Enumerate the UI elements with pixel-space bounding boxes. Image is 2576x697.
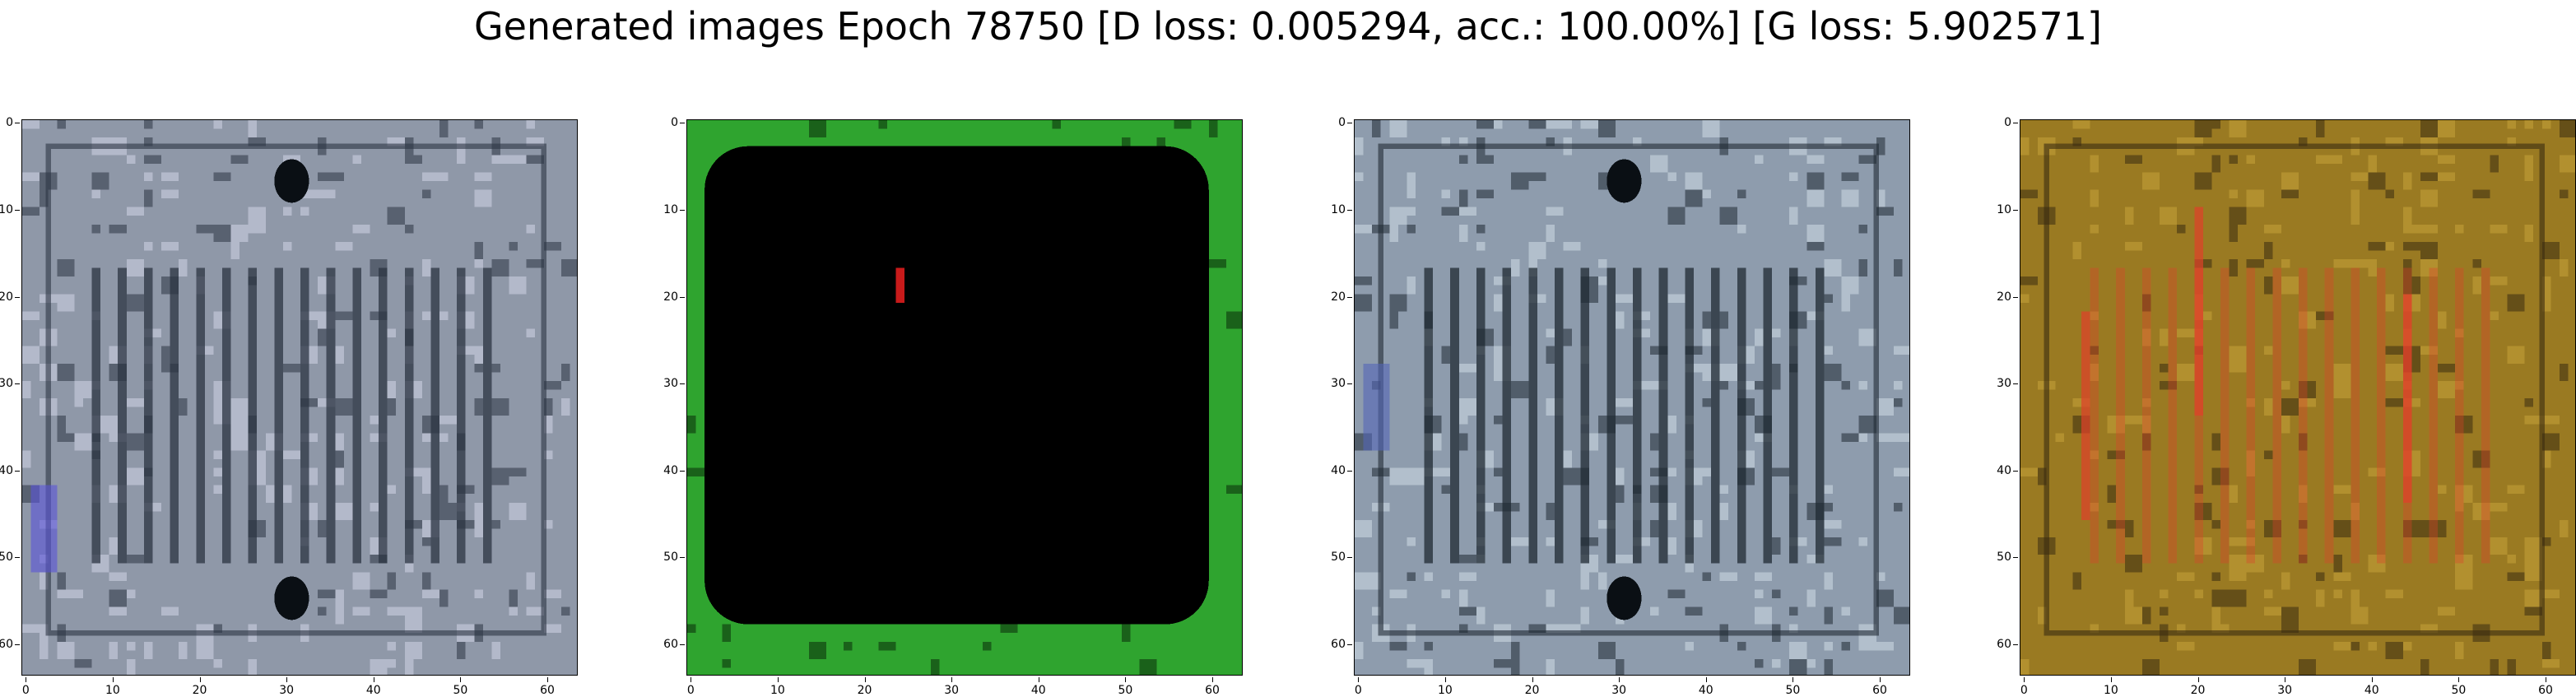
x-tick-label: 10	[2099, 677, 2123, 697]
panel-4: 0 10 20 30 40 50 60 0 10 20 30 40 50 60	[1997, 116, 2576, 697]
x-tick-label: 0	[13, 677, 38, 697]
x-tick-label: 40	[2360, 677, 2384, 697]
x-tick-label: 20	[853, 677, 877, 697]
x-tick-label: 0	[1346, 677, 1370, 697]
x-tick-label: 30	[274, 677, 299, 697]
generated-image-1	[21, 119, 578, 676]
y-tick-label: 50	[1321, 551, 1352, 564]
y-tick-label: 50	[1987, 551, 2018, 564]
x-tick-label: 30	[1607, 677, 1631, 697]
y-tick-label: 60	[1987, 638, 2018, 651]
x-tick-label: 50	[1780, 677, 1805, 697]
y-tick-label: 10	[0, 203, 20, 216]
x-tick-label: 0	[678, 677, 703, 697]
x-tick-label: 20	[1520, 677, 1545, 697]
y-tick-label: 30	[653, 377, 685, 390]
x-tick-label: 20	[188, 677, 212, 697]
y-tick-label: 50	[653, 551, 685, 564]
y-tick-label: 60	[653, 638, 685, 651]
panel-3: 0 10 20 30 40 50 60 0 10 20 30 40 50 60	[1331, 116, 1910, 697]
x-tick-label: 50	[1113, 677, 1137, 697]
x-tick-label: 60	[535, 677, 560, 697]
x-tick-label: 50	[2446, 677, 2471, 697]
x-tick-label: 40	[361, 677, 386, 697]
y-tick-label: 10	[1321, 203, 1352, 216]
x-tick-label: 40	[1694, 677, 1718, 697]
y-tick-label: 40	[1321, 464, 1352, 477]
y-tick-label: 0	[653, 116, 685, 129]
y-tick-label: 0	[1987, 116, 2018, 129]
x-tick-label: 30	[2272, 677, 2297, 697]
x-tick-label: 10	[765, 677, 790, 697]
generated-image-2	[686, 119, 1243, 676]
y-tick-label: 50	[0, 551, 20, 564]
y-tick-label: 20	[1987, 290, 2018, 304]
x-tick-label: 50	[448, 677, 472, 697]
x-tick-label: 40	[1026, 677, 1051, 697]
x-tick-label: 10	[100, 677, 125, 697]
y-tick-label: 40	[1987, 464, 2018, 477]
generated-image-4	[2020, 119, 2576, 676]
x-tick-label: 0	[2011, 677, 2036, 697]
y-tick-label: 30	[1321, 377, 1352, 390]
y-tick-label: 30	[1987, 377, 2018, 390]
panel-1: 0 10 20 30 40 50 60 0 10 20 30 40 50 60	[0, 116, 578, 697]
x-tick-label: 20	[2186, 677, 2211, 697]
y-tick-label: 60	[0, 638, 20, 651]
y-tick-label: 20	[1321, 290, 1352, 304]
x-tick-label: 60	[2533, 677, 2558, 697]
y-tick-label: 0	[0, 116, 20, 129]
panel-2: 0 10 20 30 40 50 60 0 10 20 30 40 50 60	[663, 116, 1243, 697]
y-tick-label: 40	[0, 464, 20, 477]
y-tick-label: 60	[1321, 638, 1352, 651]
y-tick-label: 20	[653, 290, 685, 304]
x-tick-label: 60	[1867, 677, 1892, 697]
y-tick-label: 30	[0, 377, 20, 390]
x-tick-label: 30	[939, 677, 964, 697]
y-tick-label: 40	[653, 464, 685, 477]
x-tick-label: 60	[1200, 677, 1225, 697]
figure-title: Generated images Epoch 78750 [D loss: 0.…	[473, 4, 2103, 49]
y-tick-label: 10	[653, 203, 685, 216]
x-tick-label: 10	[1433, 677, 1458, 697]
generated-image-3	[1354, 119, 1910, 676]
y-tick-label: 10	[1987, 203, 2018, 216]
y-tick-label: 20	[0, 290, 20, 304]
y-tick-label: 0	[1321, 116, 1352, 129]
